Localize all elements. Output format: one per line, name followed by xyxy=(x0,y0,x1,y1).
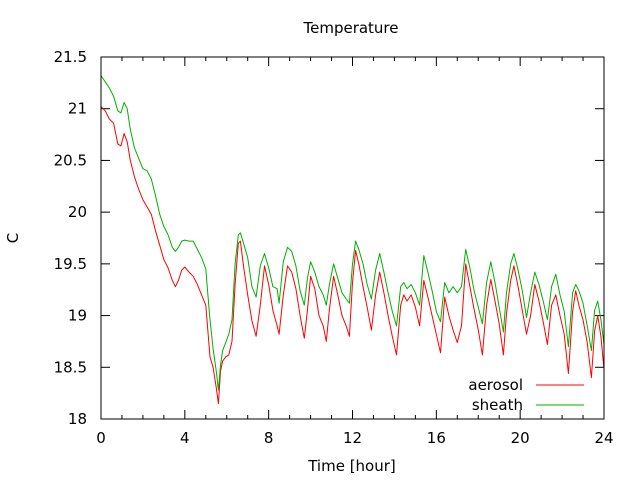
legend: aerosol sheath xyxy=(468,376,584,414)
series-aerosol-line xyxy=(100,106,605,404)
y-tick-label: 18 xyxy=(68,410,87,428)
y-tick-label: 21 xyxy=(68,100,87,118)
legend-label-sheath: sheath xyxy=(472,396,523,414)
y-tick-label: 20.5 xyxy=(54,151,87,169)
x-tick-label: 20 xyxy=(511,429,530,447)
y-tick-label: 18.5 xyxy=(54,358,87,376)
y-axis-label: C xyxy=(4,233,22,243)
x-tick-label: 24 xyxy=(594,429,613,447)
plot-frame xyxy=(100,56,605,420)
x-tick-label: 16 xyxy=(427,429,446,447)
series-sheath-line xyxy=(100,75,605,391)
y-tick-label: 19.5 xyxy=(54,255,87,273)
x-tick-label: 12 xyxy=(343,429,362,447)
x-tick-label: 0 xyxy=(96,429,106,447)
series-lines xyxy=(100,75,605,404)
y-tick-label: 21.5 xyxy=(54,48,87,66)
y-tick-label: 20 xyxy=(68,203,87,221)
x-axis-label: Time [hour] xyxy=(307,457,396,475)
legend-label-aerosol: aerosol xyxy=(468,376,523,394)
x-tick-label: 8 xyxy=(264,429,274,447)
y-tick-label: 19 xyxy=(68,307,87,325)
chart-title: Temperature xyxy=(302,19,398,37)
x-tick-label: 4 xyxy=(180,429,190,447)
axis-ticks: 0 4 8 12 16 20 24 18 18.5 19 19.5 20 20.5 21 21.5 xyxy=(54,48,614,447)
